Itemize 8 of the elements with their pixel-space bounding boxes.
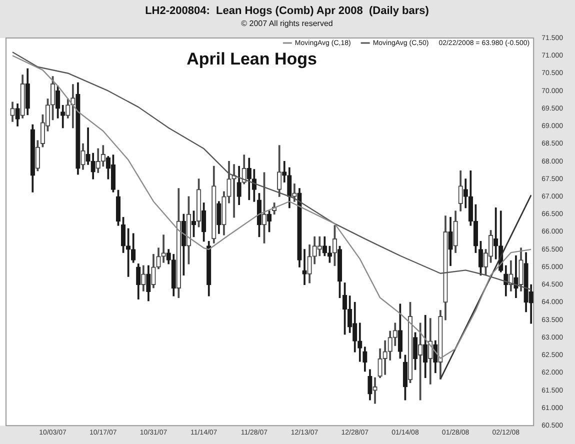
candlestick <box>232 164 236 218</box>
candlestick <box>494 208 498 260</box>
chart-title: LH2-200804: Lean Hogs (Comb) Apr 2008 (Daily bars) <box>145 5 430 18</box>
text: © 2007 All rights reserved <box>241 19 333 28</box>
candlestick <box>302 249 307 285</box>
candlestick <box>372 377 378 404</box>
text: April Lean Hogs <box>186 50 317 69</box>
candlestick <box>161 234 166 263</box>
